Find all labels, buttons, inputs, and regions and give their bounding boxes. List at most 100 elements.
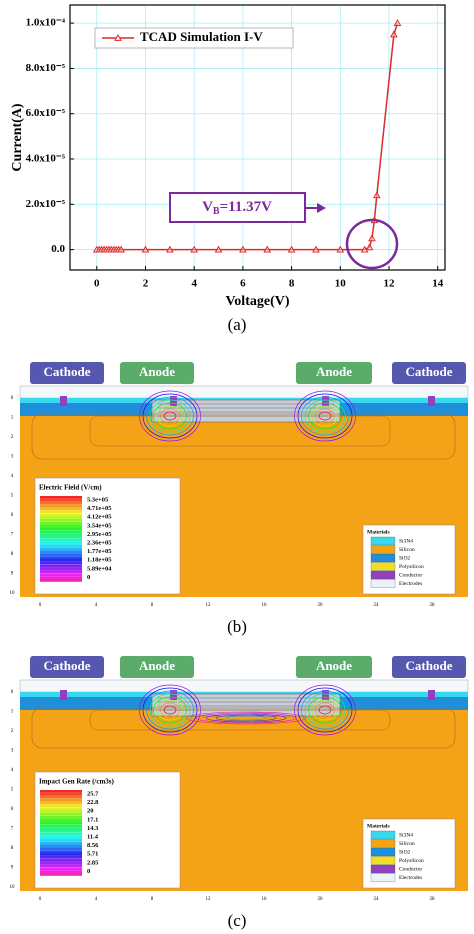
electrode-label: Anode (139, 364, 175, 379)
legend-swatch (40, 541, 82, 545)
legend-swatch (40, 824, 82, 828)
legend-value: 5.71 (87, 851, 98, 858)
legend-value: 5.89e+04 (87, 565, 112, 572)
materials-title: Materials (367, 823, 390, 829)
legend-swatch (40, 544, 82, 548)
legend-swatch (40, 835, 82, 839)
y-tick-label: 7 (11, 827, 14, 832)
material-label: Si3N4 (399, 832, 413, 838)
legend-swatch (40, 513, 82, 516)
caption: (c) (228, 911, 247, 930)
y-tick-label: 0.0 (51, 243, 65, 255)
contour (205, 713, 287, 723)
contact (170, 690, 177, 700)
data-marker (312, 245, 320, 253)
legend-swatch (40, 521, 82, 525)
material-swatch (370, 545, 396, 554)
legend-value: 0 (87, 574, 90, 581)
x-tick-label: 8 (289, 278, 295, 290)
contact (60, 396, 67, 406)
contact (170, 396, 177, 406)
y-tick-label: 8 (11, 552, 14, 557)
contact (322, 690, 329, 700)
contour (225, 715, 267, 721)
electrode-box (30, 656, 104, 678)
electrode-label: Cathode (406, 364, 453, 379)
legend-swatch (40, 550, 82, 554)
data-marker (214, 245, 223, 253)
legend-swatch (40, 570, 82, 574)
x-tick-label: 24 (374, 603, 380, 608)
data-marker (263, 245, 272, 253)
legend-marker (114, 33, 122, 41)
legend-swatch (40, 795, 82, 799)
legend-label: TCAD Simulation I-V (140, 29, 263, 44)
legend-value: 8.56 (87, 842, 99, 849)
y-tick-label: 1 (11, 416, 14, 421)
x-axis-label: Voltage(V) (225, 294, 289, 309)
electrode-label: Cathode (44, 364, 91, 379)
x-tick-label: 4 (95, 897, 98, 902)
contour (185, 711, 307, 725)
y-tick-label: 10 (10, 885, 16, 890)
contact (428, 396, 435, 406)
electrode-box (296, 362, 372, 384)
y-tick-label: 7 (11, 533, 14, 538)
legend-swatch (40, 801, 82, 805)
legend-swatch (40, 827, 82, 830)
x-tick-label: 2 (143, 278, 149, 290)
material-swatch (370, 579, 396, 588)
legend-value: 25.7 (87, 790, 99, 797)
data-marker (190, 245, 199, 253)
legend-swatch (40, 504, 82, 508)
material-label: SiO2 (399, 849, 411, 855)
contour (215, 714, 277, 722)
legend-swatch (40, 815, 82, 819)
material-label: Electrodes (399, 875, 422, 881)
material-swatch (370, 553, 396, 563)
x-tick-label: 24 (374, 897, 380, 902)
junction-line (31, 707, 456, 749)
material-swatch (370, 830, 396, 840)
y-tick-label: 5 (11, 494, 14, 499)
annotation-rest: =11.37V (220, 199, 272, 215)
legend-value: 1.77e+05 (87, 548, 112, 555)
material-swatch (370, 864, 396, 874)
x-tick-label: 12 (383, 278, 395, 290)
electrode-box (120, 656, 194, 678)
legend-value: 2.36e+05 (87, 539, 112, 546)
electrode-label: Anode (316, 364, 352, 379)
material-swatch (370, 570, 396, 580)
material-swatch (370, 856, 396, 865)
legend-swatch (40, 518, 82, 522)
legend-value: 5.3e+05 (87, 496, 109, 503)
y-tick-label: 2.0x10⁻⁵ (26, 198, 66, 210)
legend-value: 2.95e+05 (87, 531, 112, 538)
y-tick-label: 4 (11, 474, 14, 479)
legend-swatch (40, 870, 82, 873)
legend-swatch (40, 790, 82, 793)
legend-value: 14.3 (87, 825, 99, 832)
x-tick-label: 16 (262, 897, 268, 902)
legend-swatch (40, 533, 82, 536)
data-marker (287, 245, 296, 253)
y-tick-label: 10 (10, 591, 16, 596)
x-tick-label: 16 (262, 603, 268, 608)
legend-swatch (40, 576, 82, 579)
material-label: SiO2 (399, 555, 411, 561)
junction-line (31, 413, 456, 460)
x-tick-label: 10 (335, 278, 347, 290)
legend-value: 22.8 (87, 799, 99, 806)
y-tick-label: 6 (11, 513, 14, 518)
material-swatch (370, 847, 396, 857)
contact (428, 690, 435, 700)
y-tick-label: 9 (11, 572, 14, 577)
annotation-sub: B (213, 206, 220, 217)
legend-swatch (40, 841, 82, 845)
x-tick-label: 4 (191, 278, 197, 290)
material-label: Electrodes (399, 581, 422, 587)
electrode-box (392, 656, 466, 678)
x-tick-label: 14 (432, 278, 444, 290)
x-tick-label: 0 (39, 897, 42, 902)
gate-stack (151, 399, 341, 423)
